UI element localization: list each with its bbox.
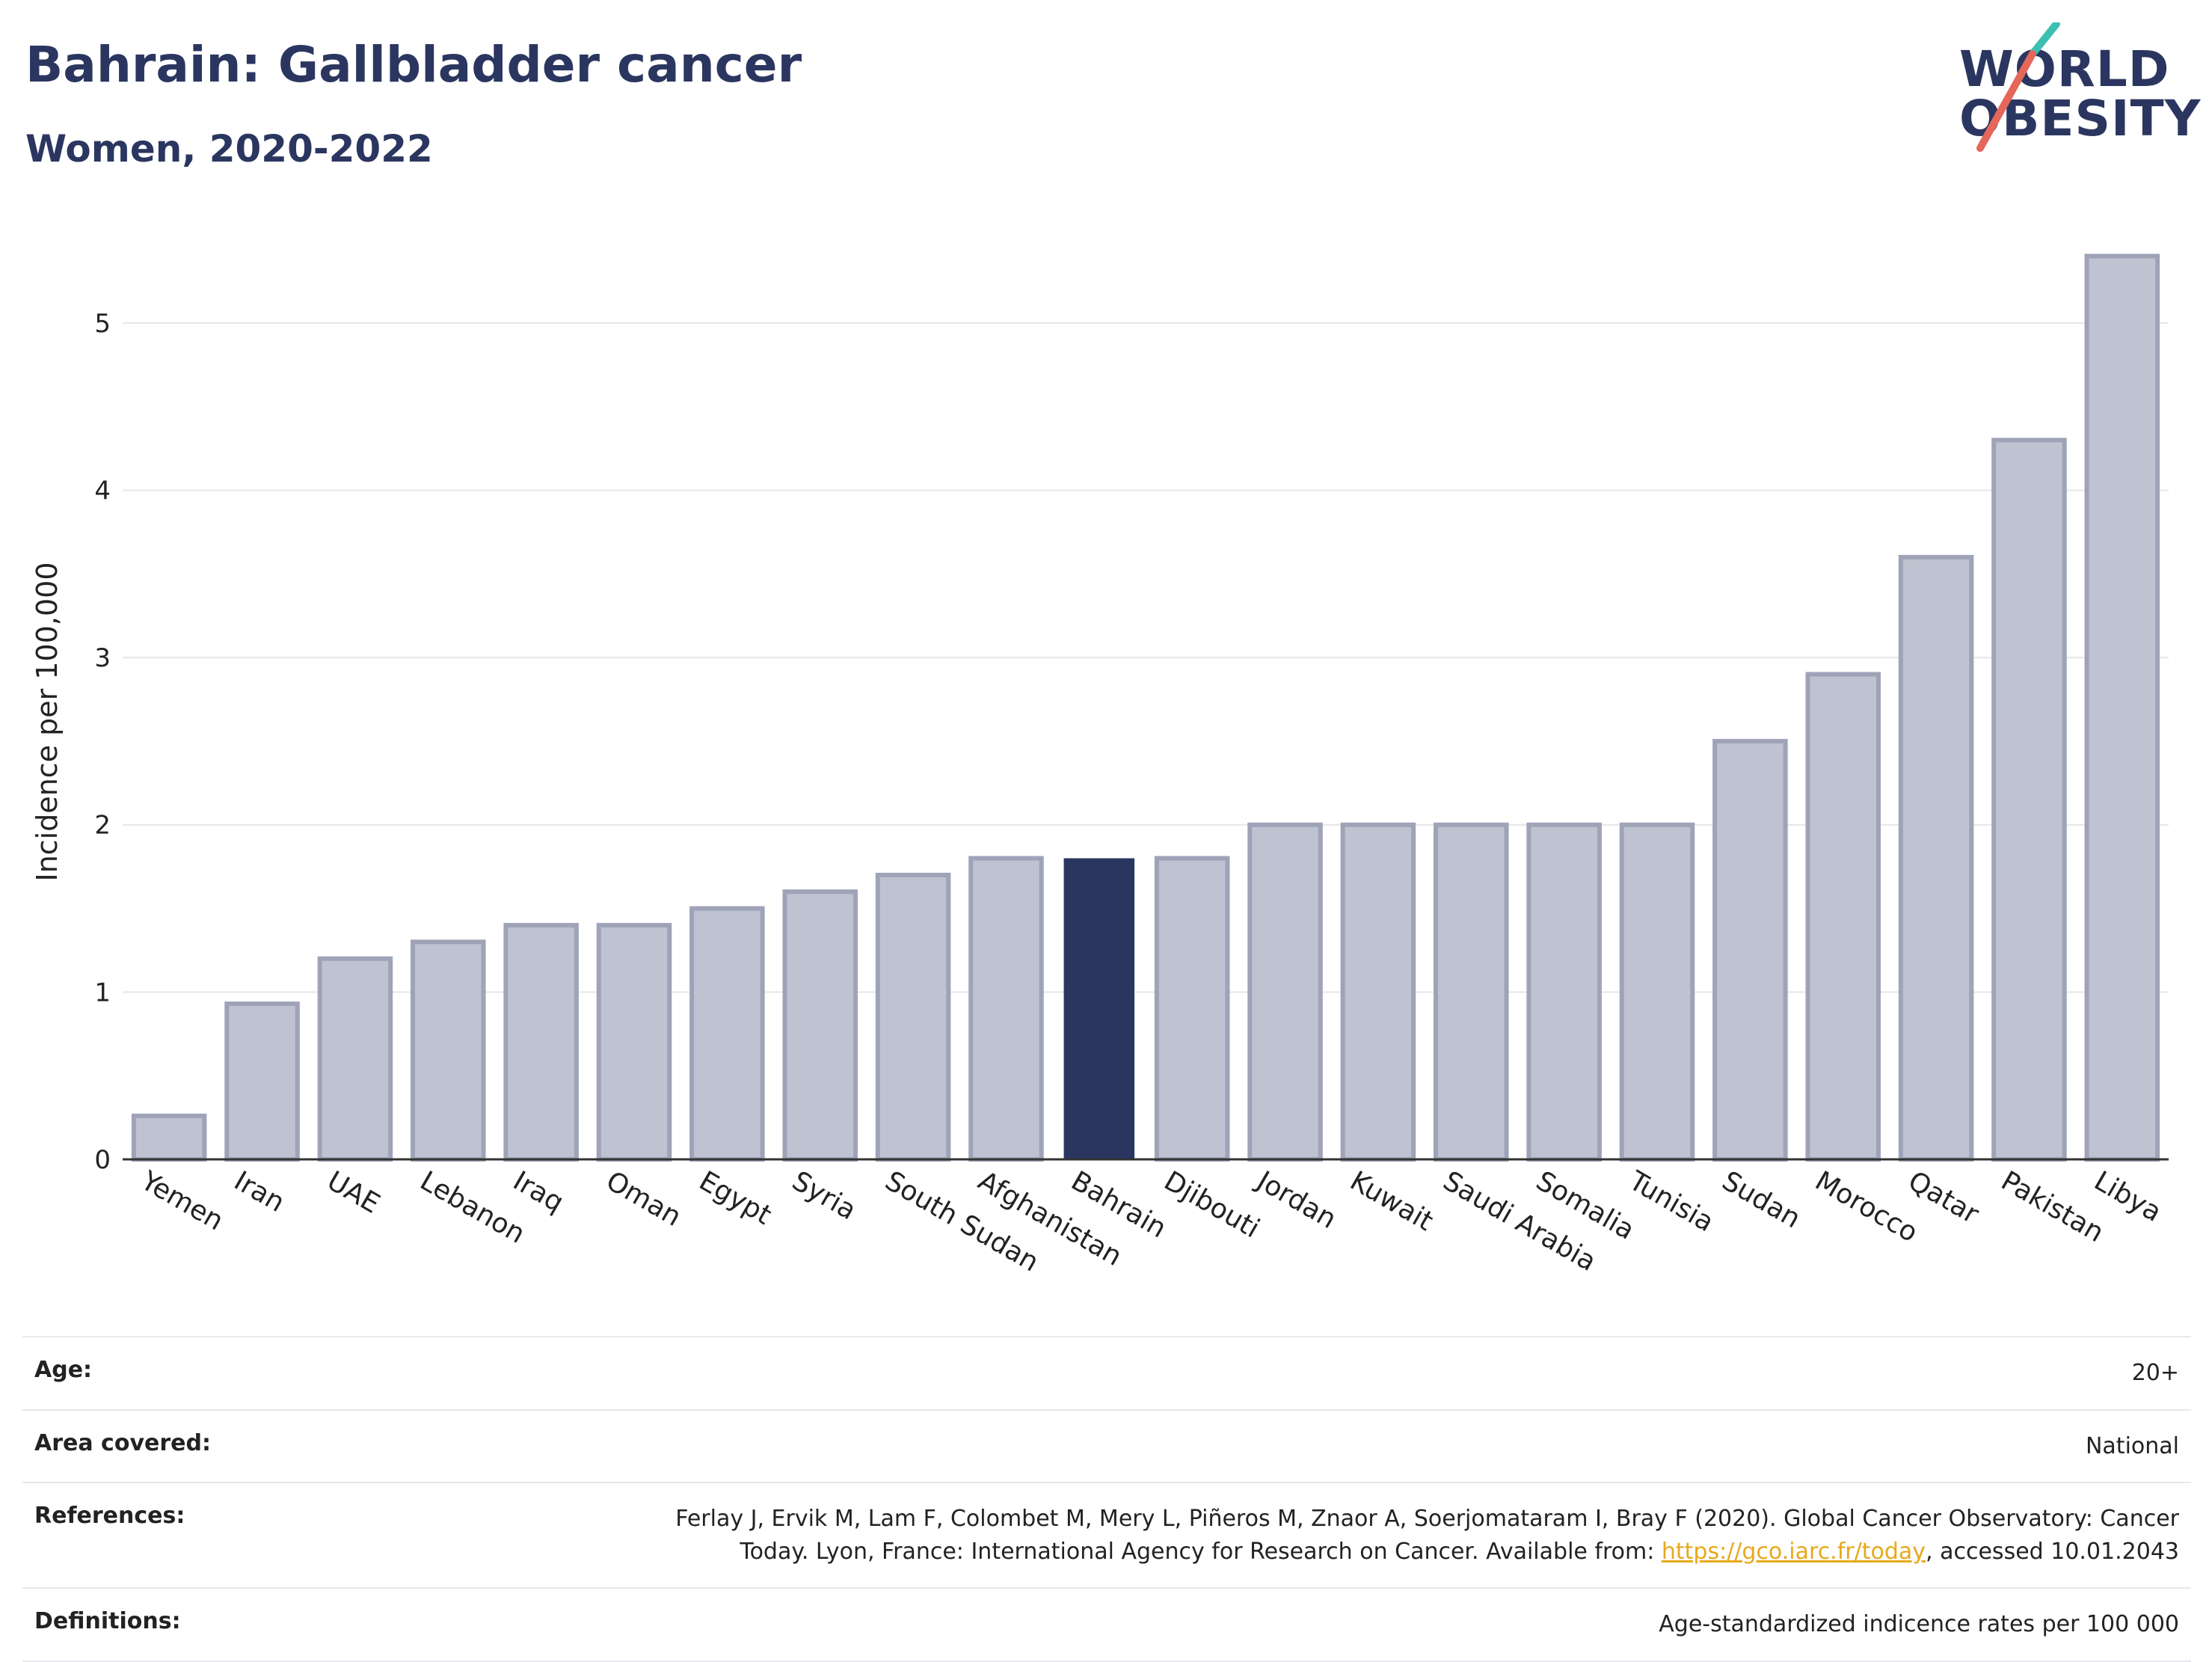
x-tick-label: Jordan xyxy=(1250,1165,1341,1235)
y-tick-label: 1 xyxy=(94,978,111,1008)
bar-iraq xyxy=(503,922,579,1162)
references-accessed: , accessed 10.01.2043 xyxy=(1926,1538,2179,1565)
references-label: References: xyxy=(34,1503,185,1529)
bars xyxy=(131,254,2160,1162)
bar-south-sudan xyxy=(875,872,951,1162)
bar-afghanistan xyxy=(968,856,1044,1162)
bar-uae xyxy=(317,956,393,1162)
x-tick-label: Egypt xyxy=(694,1165,776,1230)
bar-yemen xyxy=(131,1113,207,1162)
y-axis-ticks: 0 1 2 3 4 5 xyxy=(94,309,111,1175)
y-tick-label: 2 xyxy=(94,811,111,841)
y-tick-label: 4 xyxy=(94,476,111,506)
bar-saudi-arabia xyxy=(1434,822,1509,1162)
x-tick-label: South Sudan xyxy=(880,1165,1044,1278)
age-value: 20+ xyxy=(2131,1360,2179,1386)
bar-morocco xyxy=(1805,672,1881,1162)
references-value: Ferlay J, Ervik M, Lam F, Colombet M, Me… xyxy=(639,1503,2179,1568)
info-table: Age: 20+ Area covered: National Referenc… xyxy=(22,1336,2191,1662)
x-tick-label: Lebanon xyxy=(415,1165,530,1250)
chart-subtitle: Women, 2020-2022 xyxy=(25,127,433,171)
x-tick-label: UAE xyxy=(322,1165,384,1219)
x-tick-label: Iran xyxy=(229,1165,289,1218)
age-label: Age: xyxy=(34,1357,93,1383)
y-axis-title: Incidence per 100,000 xyxy=(31,562,64,881)
info-row-references: References: Ferlay J, Ervik M, Lam F, Co… xyxy=(22,1483,2191,1589)
info-row-age: Age: 20+ xyxy=(22,1337,2191,1411)
bar-djibouti xyxy=(1154,856,1230,1162)
references-text: Ferlay J, Ervik M, Lam F, Colombet M, Me… xyxy=(675,1506,2179,1565)
x-tick-label: Pakistan xyxy=(1996,1165,2109,1248)
bar-sudan xyxy=(1712,738,1788,1162)
info-row-area: Area covered: National xyxy=(22,1411,2191,1483)
bar-kuwait xyxy=(1340,822,1416,1162)
x-tick-label: Yemen xyxy=(135,1165,229,1237)
bar-somalia xyxy=(1526,822,1602,1162)
bar-iran xyxy=(224,1002,300,1162)
x-tick-label: Syria xyxy=(787,1165,861,1226)
info-row-definitions: Definitions: Age-standardized indicence … xyxy=(22,1589,2191,1662)
bar-syria xyxy=(782,889,858,1162)
bar-egypt xyxy=(689,906,765,1162)
definitions-label: Definitions: xyxy=(34,1608,181,1634)
definitions-value: Age-standardized indicence rates per 100… xyxy=(1659,1611,2179,1637)
bar-pakistan xyxy=(1991,438,2067,1162)
bar-bahrain xyxy=(1063,858,1135,1159)
area-label: Area covered: xyxy=(34,1429,211,1456)
bar-oman xyxy=(596,922,672,1162)
x-tick-label: Tunisia xyxy=(1623,1165,1719,1238)
x-tick-label: Djibouti xyxy=(1159,1165,1265,1244)
logo-line-1: WORLD xyxy=(1959,40,2170,98)
x-tick-label: Iraq xyxy=(508,1165,568,1218)
y-tick-label: 5 xyxy=(94,309,111,339)
bar-tunisia xyxy=(1619,822,1695,1162)
logo-slash-icon xyxy=(1976,22,2060,152)
y-tick-label: 0 xyxy=(94,1145,111,1175)
area-value: National xyxy=(2085,1432,2179,1459)
chart-title: Bahrain: Gallbladder cancer xyxy=(25,36,802,93)
x-tick-label: Kuwait xyxy=(1345,1165,1438,1237)
x-tick-label: Morocco xyxy=(1810,1165,1923,1248)
bar-qatar xyxy=(1898,554,1974,1162)
x-tick-label: Sudan xyxy=(1717,1165,1806,1234)
y-tick-label: 3 xyxy=(94,643,111,673)
bar-lebanon xyxy=(411,939,486,1162)
world-obesity-logo: WORLD OBESITY xyxy=(1944,22,2200,165)
references-link[interactable]: https://gco.iarc.fr/today xyxy=(1661,1538,1926,1565)
bar-libya xyxy=(2084,254,2160,1162)
x-tick-label: Oman xyxy=(601,1165,686,1233)
bar-jordan xyxy=(1247,822,1323,1162)
